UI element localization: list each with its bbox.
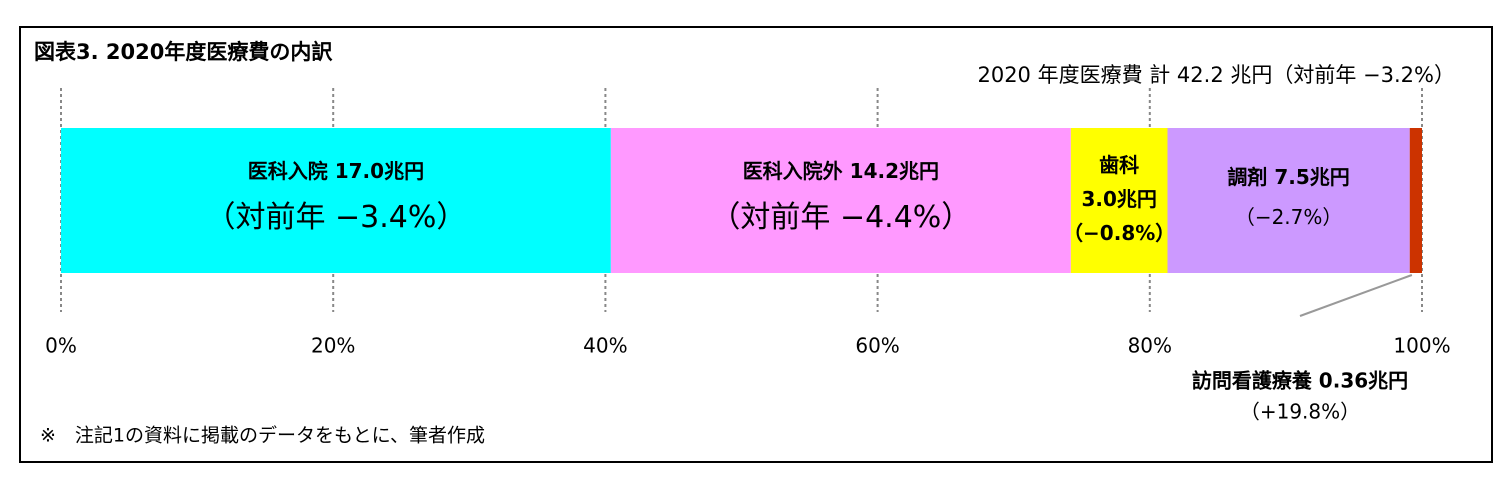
- bar-segment: [1409, 128, 1422, 273]
- x-tick-label: 60%: [855, 334, 899, 358]
- x-tick-label: 20%: [311, 334, 355, 358]
- segment-label: （対前年 −3.4%）: [205, 200, 466, 235]
- segment-label: 調剤 7.5兆円: [1227, 165, 1349, 189]
- chart-title: 図表3. 2020年度医療費の内訳: [34, 40, 333, 64]
- bar-segment: [610, 128, 1071, 273]
- segment-label: 医科入院 17.0兆円: [248, 159, 424, 183]
- segment-label: （対前年 −4.4%）: [710, 200, 971, 235]
- segment-label: 医科入院外 14.2兆円: [743, 159, 939, 183]
- segment-label: 3.0兆円: [1081, 187, 1156, 211]
- leader-line: [1299, 274, 1413, 317]
- segment-label: （−0.8%）: [1063, 221, 1175, 245]
- x-tick-label: 40%: [583, 334, 627, 358]
- x-tick-label: 80%: [1128, 334, 1172, 358]
- segment-label: （+19.8%）: [1240, 400, 1360, 424]
- segment-label: 歯科: [1099, 153, 1139, 177]
- x-tick-label: 0%: [45, 334, 77, 358]
- segment-label: 訪問看護療養 0.36兆円: [1192, 369, 1408, 393]
- bar-segment: [1070, 128, 1168, 273]
- x-tick-label: 100%: [1393, 334, 1450, 358]
- source-note: ※ 注記1の資料に掲載のデータをもとに、筆者作成: [40, 425, 485, 447]
- bar-segment: [61, 128, 611, 273]
- total-note: 2020 年度医療費 計 42.2 兆円（対前年 −3.2%）: [977, 63, 1455, 87]
- bar-segment: [1167, 128, 1410, 273]
- segment-label: （−2.7%）: [1235, 205, 1343, 229]
